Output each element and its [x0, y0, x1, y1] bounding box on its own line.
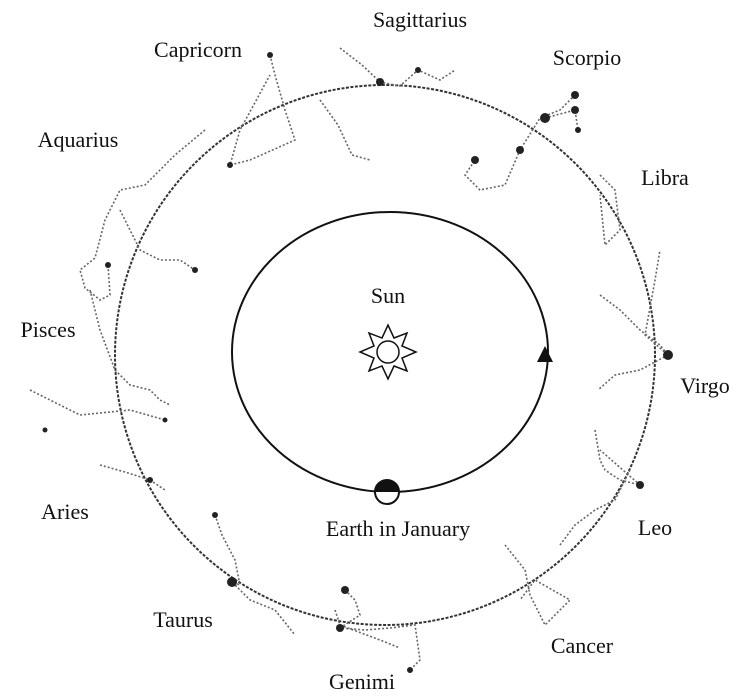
constellation-label: Genimi	[329, 669, 395, 694]
sun-label: Sun	[371, 283, 405, 308]
earth-icon	[375, 480, 399, 504]
earth-label: Earth in January	[326, 516, 470, 541]
constellation-label: Capricorn	[154, 37, 242, 62]
constellation-figures	[30, 48, 673, 673]
constellation-label: Scorpio	[553, 45, 621, 70]
sun-icon	[360, 325, 416, 379]
constellation-label: Aquarius	[38, 127, 119, 152]
constellation-label: Cancer	[551, 633, 614, 658]
constellation-label: Virgo	[680, 373, 730, 398]
constellation-label: Taurus	[153, 607, 213, 632]
constellation-label: Aries	[41, 499, 89, 524]
constellation-label: Sagittarius	[373, 7, 467, 32]
diagram: Sun Earth in January Sagittarius Caprico…	[0, 0, 741, 697]
constellation-label: Pisces	[21, 317, 76, 342]
constellation-label: Leo	[638, 515, 672, 540]
constellation-label: Libra	[641, 165, 689, 190]
